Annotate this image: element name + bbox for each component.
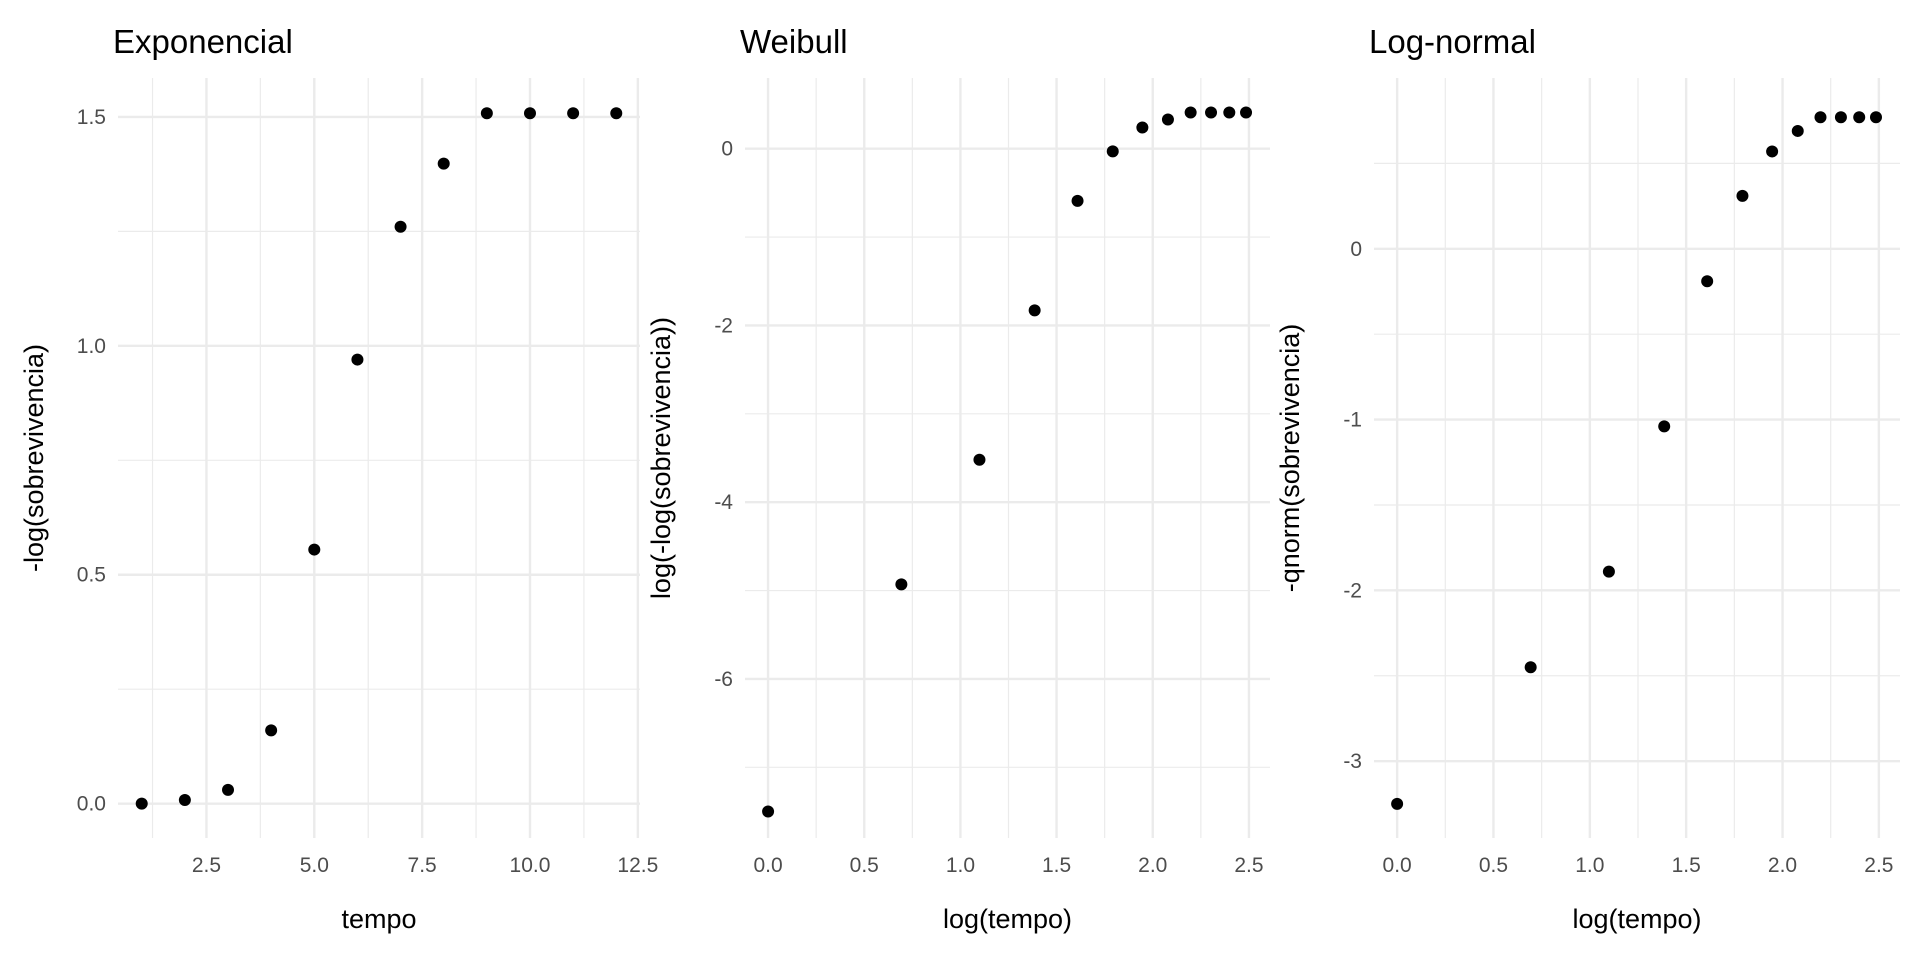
x-tick-label: 0.0 bbox=[753, 854, 782, 877]
panel-log-normal: 0.0 0.5 1.0 1.5 2.0 2.5 -3 -2 -1 0 Log-normal log(t… bbox=[1275, 23, 1900, 934]
panel-exponencial: 2.5 5.0 7.5 10.0 12.5 0.0 0.5 1.0 1.5 Exponencial… bbox=[19, 23, 658, 934]
y-tick-label: -2 bbox=[1343, 579, 1362, 602]
x-tick-label: 1.5 bbox=[1042, 854, 1071, 877]
y-tick-label: 1.5 bbox=[77, 106, 106, 129]
x-axis-label: log(tempo) bbox=[1572, 904, 1701, 934]
y-tick-label: -3 bbox=[1343, 750, 1362, 773]
x-axis-label: tempo bbox=[341, 904, 416, 934]
data-point bbox=[308, 543, 321, 556]
data-point bbox=[1240, 106, 1253, 119]
data-point bbox=[1791, 124, 1804, 137]
data-point bbox=[1602, 565, 1615, 578]
y-tick-label: 0 bbox=[1350, 238, 1362, 261]
data-point bbox=[1184, 106, 1197, 119]
data-point bbox=[1223, 106, 1236, 119]
y-tick-label: -6 bbox=[714, 668, 733, 691]
x-tick-label: 2.0 bbox=[1138, 854, 1167, 877]
data-point bbox=[567, 107, 580, 120]
data-point bbox=[351, 353, 364, 366]
x-tick-label: 12.5 bbox=[617, 854, 658, 877]
x-tick-label: 2.0 bbox=[1768, 854, 1797, 877]
y-tick-label: -2 bbox=[714, 314, 733, 337]
x-tick-label: 2.5 bbox=[192, 854, 221, 877]
x-tick-label: 2.5 bbox=[1234, 854, 1263, 877]
x-tick-label: 1.0 bbox=[946, 854, 975, 877]
x-tick-label: 0.5 bbox=[1479, 854, 1508, 877]
data-point bbox=[1766, 145, 1779, 158]
data-point bbox=[523, 107, 536, 120]
data-point bbox=[610, 107, 623, 120]
x-tick-label: 2.5 bbox=[1864, 854, 1893, 877]
x-tick-label: 5.0 bbox=[300, 854, 329, 877]
data-point bbox=[1524, 661, 1537, 674]
data-point bbox=[1814, 111, 1827, 124]
data-point bbox=[762, 805, 775, 818]
data-point bbox=[1834, 111, 1847, 124]
panel-title: Weibull bbox=[740, 23, 848, 60]
y-axis-label: log(-log(sobrevivencia)) bbox=[646, 317, 676, 599]
data-point bbox=[178, 794, 191, 806]
data-point bbox=[1205, 106, 1218, 119]
data-point bbox=[1869, 111, 1882, 124]
y-tick-label: -4 bbox=[714, 491, 733, 514]
data-point bbox=[1658, 420, 1671, 433]
panel-weibull: 0.0 0.5 1.0 1.5 2.0 2.5 -6 -4 -2 0 Weibull log(temp… bbox=[646, 23, 1270, 934]
data-point bbox=[1853, 111, 1866, 124]
y-tick-label: 0 bbox=[721, 138, 733, 161]
x-tick-label: 0.0 bbox=[1383, 854, 1412, 877]
x-tick-label: 10.0 bbox=[510, 854, 551, 877]
x-tick-label: 7.5 bbox=[408, 854, 437, 877]
x-axis-label: log(tempo) bbox=[943, 904, 1072, 934]
data-point bbox=[1028, 304, 1041, 317]
y-axis-label: -log(sobrevivencia) bbox=[19, 344, 49, 572]
y-tick-label: 1.0 bbox=[77, 335, 106, 358]
x-tick-label: 0.5 bbox=[850, 854, 879, 877]
panel-title: Log-normal bbox=[1369, 23, 1536, 60]
data-point bbox=[973, 453, 986, 466]
data-point bbox=[437, 157, 450, 170]
data-point bbox=[265, 724, 278, 737]
y-tick-label: 0.5 bbox=[77, 564, 106, 587]
x-tick-label: 1.0 bbox=[1575, 854, 1604, 877]
data-point bbox=[895, 578, 908, 591]
data-point bbox=[1071, 194, 1084, 207]
data-point bbox=[222, 783, 235, 796]
data-point bbox=[1701, 275, 1714, 288]
data-point bbox=[1736, 189, 1749, 202]
y-axis-label: -qnorm(sobrevivencia) bbox=[1275, 324, 1305, 593]
data-point bbox=[394, 220, 407, 233]
data-point bbox=[135, 797, 148, 810]
data-point bbox=[1161, 113, 1174, 126]
data-point bbox=[480, 107, 493, 120]
data-point bbox=[1106, 145, 1119, 158]
y-tick-label: -1 bbox=[1343, 409, 1362, 432]
data-point bbox=[1391, 797, 1404, 810]
panel-title: Exponencial bbox=[113, 23, 293, 60]
data-point bbox=[1136, 121, 1149, 134]
x-tick-label: 1.5 bbox=[1672, 854, 1701, 877]
y-tick-label: 0.0 bbox=[77, 793, 106, 816]
